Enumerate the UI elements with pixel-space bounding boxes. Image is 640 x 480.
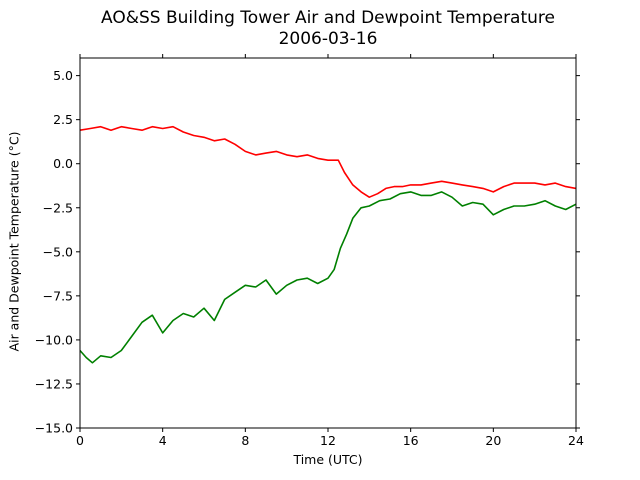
y-tick-label: −15.0: [35, 421, 73, 436]
x-axis-label: Time (UTC): [293, 452, 363, 467]
x-tick-label: 8: [241, 433, 249, 448]
y-tick-label: −7.5: [43, 288, 73, 303]
chart-title: AO&SS Building Tower Air and Dewpoint Te…: [100, 8, 555, 28]
x-tick-label: 12: [320, 433, 336, 448]
y-tick-label: −2.5: [43, 200, 73, 215]
tick-layer: 0 4 8 12 16 20 24 −15.0 −12.5 −10.0 −7.5 −5.0 −2.5 0.…: [35, 54, 584, 448]
y-tick-label: −12.5: [35, 376, 73, 391]
x-tick-label: 20: [485, 433, 501, 448]
y-tick-label: 5.0: [53, 68, 73, 83]
x-tick-label: 24: [568, 433, 584, 448]
y-tick-label: −5.0: [43, 244, 73, 259]
x-tick-label: 16: [403, 433, 419, 448]
series-line-1: [79, 191, 577, 364]
x-tick-label: 0: [76, 433, 84, 448]
axes-frame: [79, 57, 577, 429]
y-tick-label: 2.5: [53, 112, 73, 127]
y-tick-label: −10.0: [35, 332, 73, 347]
series-layer: [79, 125, 577, 364]
y-tick-label: 0.0: [53, 156, 73, 171]
series-line-0: [79, 125, 577, 198]
y-axis-label: Air and Dewpoint Temperature (°C): [6, 131, 22, 352]
x-tick-label: 4: [159, 433, 167, 448]
chart-subtitle: 2006-03-16: [278, 29, 378, 49]
